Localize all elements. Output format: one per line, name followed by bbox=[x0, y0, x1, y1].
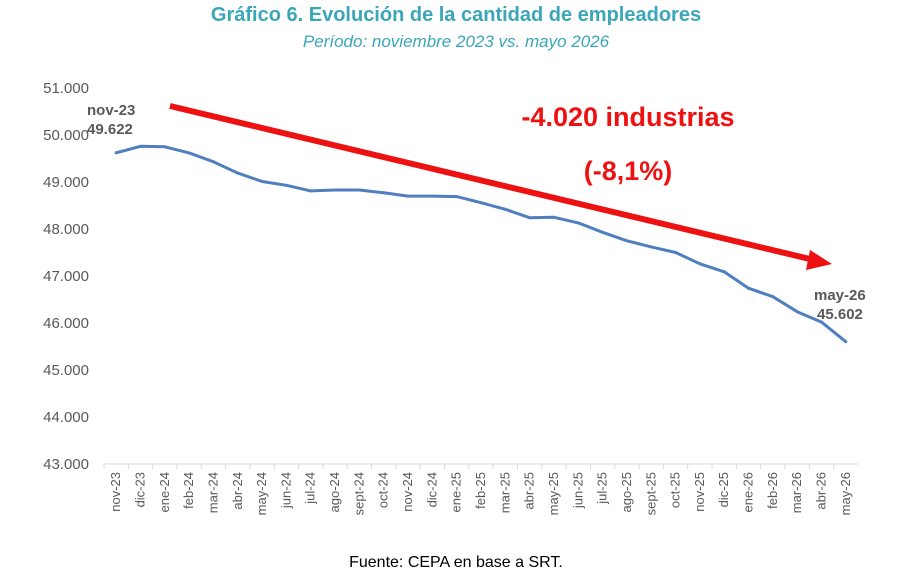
x-tick-label: jul-25 bbox=[595, 472, 610, 505]
trend-arrow-line bbox=[169, 103, 815, 263]
x-tick-label: oct-25 bbox=[668, 472, 683, 508]
data-point bbox=[163, 145, 167, 149]
first-point-date: nov-23 bbox=[87, 102, 135, 119]
data-point bbox=[722, 270, 726, 274]
data-point bbox=[674, 251, 678, 254]
data-point bbox=[625, 239, 629, 243]
x-tick-label: abr-24 bbox=[230, 472, 245, 510]
x-tick-label: dic-25 bbox=[716, 472, 731, 507]
data-point bbox=[576, 221, 580, 225]
data-point bbox=[649, 245, 653, 249]
y-tick-label: 47.000 bbox=[43, 268, 89, 285]
x-tick-label: ene-26 bbox=[741, 472, 756, 512]
data-point bbox=[844, 340, 848, 344]
x-tick-label: sept-25 bbox=[643, 472, 658, 515]
y-tick-label: 50.000 bbox=[43, 127, 89, 144]
x-tick-label: feb-24 bbox=[181, 472, 196, 509]
annotation-industrias: -4.020 industrias bbox=[521, 102, 734, 132]
x-tick-label: jul-24 bbox=[303, 472, 318, 505]
x-tick-label: dic-24 bbox=[424, 472, 439, 507]
x-tick-label: abr-25 bbox=[522, 472, 537, 510]
x-tick-label: oct-24 bbox=[376, 472, 391, 508]
data-point bbox=[552, 215, 556, 219]
chart-title: Gráfico 6. Evolución de la cantidad de e… bbox=[210, 4, 702, 26]
series-points bbox=[114, 144, 848, 344]
y-tick-label: 44.000 bbox=[43, 409, 89, 426]
data-point bbox=[698, 262, 702, 266]
x-tick-label: nov-24 bbox=[400, 472, 415, 512]
data-point bbox=[114, 151, 118, 155]
data-point bbox=[138, 144, 142, 148]
y-tick-label: 46.000 bbox=[43, 315, 89, 332]
x-tick-label: nov-25 bbox=[692, 472, 707, 512]
chart-source: Fuente: CEPA en base a SRT. bbox=[349, 554, 563, 571]
x-tick-label: feb-25 bbox=[473, 472, 488, 509]
x-tick-label: ene-25 bbox=[449, 472, 464, 512]
first-point-label: nov-23 49.622 bbox=[87, 102, 135, 138]
last-point-value: 45.602 bbox=[817, 306, 863, 323]
x-tick-label: mar-24 bbox=[205, 472, 220, 513]
data-point bbox=[382, 191, 386, 195]
x-tick-label: may-24 bbox=[254, 472, 269, 515]
data-point bbox=[820, 320, 824, 324]
x-tick-label: jun-24 bbox=[278, 472, 293, 509]
x-tick-label: jun-25 bbox=[570, 472, 585, 509]
data-point bbox=[503, 207, 507, 211]
x-tick-label: feb-26 bbox=[765, 472, 780, 509]
last-point-label: may-26 45.602 bbox=[814, 287, 866, 323]
data-point bbox=[284, 183, 288, 187]
data-point bbox=[406, 194, 410, 198]
x-tick-label: mar-26 bbox=[789, 472, 804, 513]
data-point bbox=[795, 310, 799, 314]
y-tick-label: 51.000 bbox=[43, 80, 89, 97]
data-point bbox=[771, 295, 775, 299]
data-point bbox=[430, 194, 434, 198]
x-tick-label: mar-25 bbox=[497, 472, 512, 513]
x-tick-label: sept-24 bbox=[351, 472, 366, 515]
trend-arrow bbox=[169, 103, 832, 270]
x-tick-label: nov-23 bbox=[108, 472, 123, 512]
data-point bbox=[528, 216, 532, 220]
data-point bbox=[236, 171, 240, 175]
x-axis-ticks: nov-23 dic-23 ene-24 feb-24 mar-24 abr-24 may-… bbox=[103, 464, 853, 515]
x-tick-label: may-25 bbox=[546, 472, 561, 515]
x-tick-label: abr-26 bbox=[814, 472, 829, 510]
x-tick-label: may-26 bbox=[838, 472, 853, 515]
last-point-date: may-26 bbox=[814, 287, 866, 304]
x-tick-label: ago-24 bbox=[327, 472, 342, 512]
data-point bbox=[357, 188, 361, 192]
y-tick-label: 43.000 bbox=[43, 456, 89, 473]
y-tick-label: 48.000 bbox=[43, 221, 89, 238]
data-point bbox=[479, 201, 483, 205]
data-point bbox=[601, 230, 605, 234]
data-point bbox=[187, 151, 191, 155]
data-point bbox=[747, 286, 751, 290]
x-tick-label: ago-25 bbox=[619, 472, 634, 512]
y-tick-label: 45.000 bbox=[43, 362, 89, 379]
trend-arrow-head bbox=[806, 250, 832, 270]
annotation-percent: (-8,1%) bbox=[584, 156, 673, 186]
x-tick-label: dic-23 bbox=[132, 472, 147, 507]
data-point bbox=[309, 189, 313, 193]
y-axis-ticks: 43.000 44.000 45.000 46.000 47.000 48.000 49.0… bbox=[43, 80, 89, 473]
first-point-value: 49.622 bbox=[87, 121, 133, 138]
chart-subtitle: Período: noviembre 2023 vs. mayo 2026 bbox=[302, 32, 610, 51]
y-tick-label: 49.000 bbox=[43, 174, 89, 191]
data-point bbox=[211, 160, 215, 164]
x-tick-label: ene-24 bbox=[157, 472, 172, 512]
data-point bbox=[260, 180, 264, 184]
data-point bbox=[455, 195, 459, 199]
data-point bbox=[333, 188, 337, 192]
